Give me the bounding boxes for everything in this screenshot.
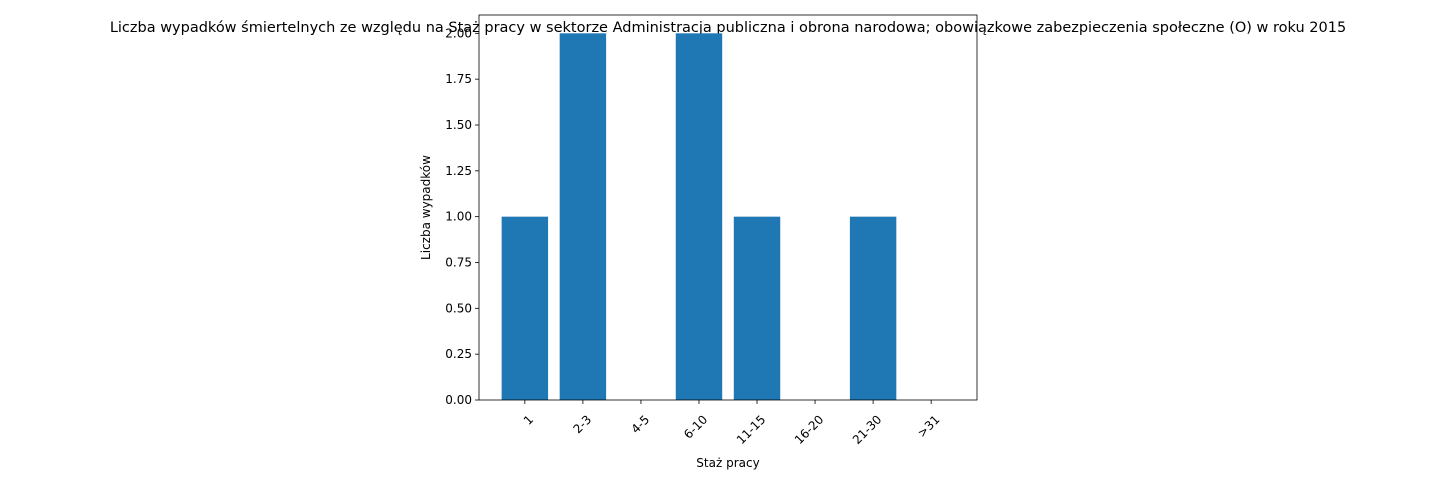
x-tick-label: 2-3 xyxy=(570,412,594,436)
x-tick-label: >31 xyxy=(915,412,943,440)
x-tick-label: 4-5 xyxy=(629,412,653,436)
chart-title: Liczba wypadków śmiertelnych ze względu … xyxy=(110,20,1346,36)
x-tick-label: 11-15 xyxy=(734,412,769,447)
y-tick-label: 1.75 xyxy=(445,72,472,86)
x-tick-label: 21-30 xyxy=(850,412,885,447)
x-axis: 1 2-3 4-5 6-10 11-15 16-20 21-30 >31 xyxy=(521,400,943,447)
y-tick-label: 1.00 xyxy=(445,210,472,224)
plot-frame xyxy=(478,14,978,401)
x-axis-label: Staż pracy xyxy=(696,456,759,470)
bars-group xyxy=(501,33,897,400)
y-axis-label: Liczba wypadków xyxy=(419,155,433,260)
bar-6-10 xyxy=(675,33,723,400)
y-tick-label: 0.00 xyxy=(445,393,472,407)
y-tick-label: 1.25 xyxy=(445,164,472,178)
y-tick-label: 2.00 xyxy=(445,26,472,40)
bar-21-30 xyxy=(849,216,897,400)
y-tick-label: 0.50 xyxy=(445,301,472,315)
y-tick-label: 0.25 xyxy=(445,347,472,361)
y-tick-label: 1.50 xyxy=(445,118,472,132)
y-axis: 0.00 0.25 0.50 0.75 1.00 1.25 1.50 1.75 2.00 xyxy=(445,26,479,407)
x-tick-label: 16-20 xyxy=(792,412,827,447)
x-tick-label: 1 xyxy=(521,412,536,427)
bar-2-3 xyxy=(559,33,607,400)
bar-1 xyxy=(501,216,549,400)
x-tick-label: 6-10 xyxy=(681,412,710,441)
y-tick-label: 0.75 xyxy=(445,256,472,270)
bar-11-15 xyxy=(733,216,781,400)
